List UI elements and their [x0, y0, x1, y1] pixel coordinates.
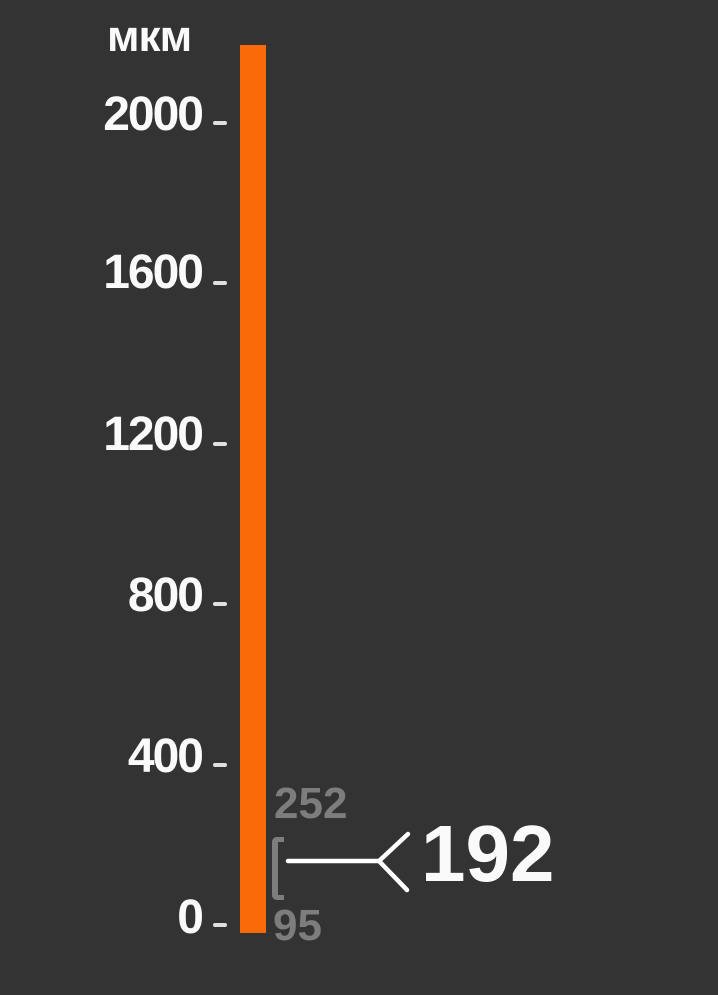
- range-bracket-icon: [272, 837, 284, 900]
- axis-tick-label-800: 800: [127, 569, 204, 622]
- value-pointer-icon: [285, 831, 411, 893]
- axis-tick-mark: [213, 121, 227, 125]
- axis-tick-label-400: 400: [127, 730, 204, 783]
- current-value: 192: [421, 809, 555, 898]
- axis-tick-mark: [213, 923, 227, 927]
- range-min-label: 95: [273, 901, 322, 950]
- axis-tick-mark: [213, 602, 227, 606]
- axis-tick-mark: [213, 763, 227, 767]
- unit-label: мкм: [107, 12, 192, 61]
- gauge-scale-bar: [240, 45, 266, 933]
- range-max-label: 252: [274, 779, 348, 828]
- axis-tick-label-0: 0: [177, 891, 204, 944]
- axis-tick-label-1600: 1600: [103, 246, 204, 299]
- axis-tick-mark: [213, 281, 227, 285]
- axis-tick-label-2000: 2000: [103, 88, 204, 141]
- axis-tick-mark: [213, 442, 227, 446]
- axis-tick-label-1200: 1200: [103, 408, 204, 461]
